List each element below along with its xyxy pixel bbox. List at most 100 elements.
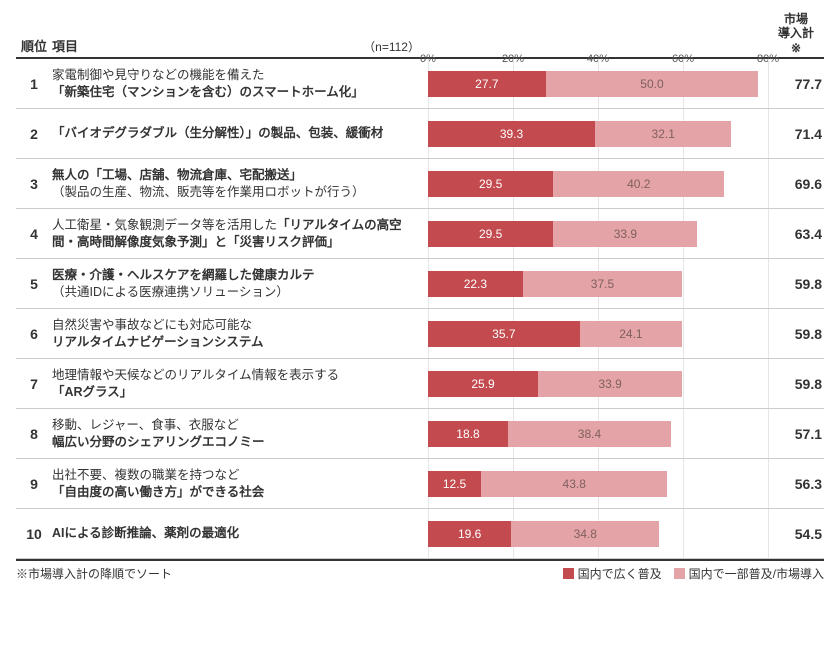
stacked-bar: 29.533.9 (428, 221, 768, 247)
rank-cell: 6 (16, 309, 52, 358)
rank-cell: 4 (16, 209, 52, 258)
legend: 国内で広く普及 国内で一部普及/市場導入 (563, 565, 824, 582)
bar-segment-a: 35.7 (428, 321, 580, 347)
table-body: 1家電制御や見守りなどの機能を備えた「新築住宅（マンションを含む）のスマートホー… (16, 59, 824, 559)
total-cell: 59.8 (768, 309, 824, 358)
grid-line (768, 159, 769, 208)
item-cell: 無人の「工場、店舗、物流倉庫、宅配搬送」（製品の生産、物流、販売等を作業用ロボッ… (52, 159, 428, 208)
item-cell: 移動、レジャー、食事、衣服など幅広い分野のシェアリングエコノミー (52, 409, 428, 458)
bar-segment-b: 34.8 (511, 521, 659, 547)
table-row: 7地理情報や天候などのリアルタイム情報を表示する「ARグラス」25.933.95… (16, 359, 824, 409)
bar-cell: 18.838.4 (428, 409, 768, 458)
table-row: 6自然災害や事故などにも対応可能なリアルタイムナビゲーションシステム35.724… (16, 309, 824, 359)
grid-line (768, 109, 769, 158)
bar-segment-a: 39.3 (428, 121, 595, 147)
legend-swatch-b (674, 568, 685, 579)
grid-line (768, 309, 769, 358)
bar-segment-b: 32.1 (595, 121, 731, 147)
total-cell: 63.4 (768, 209, 824, 258)
bar-cell: 27.750.0 (428, 59, 768, 108)
grid-line (768, 59, 769, 108)
bar-cell: 22.337.5 (428, 259, 768, 308)
rank-cell: 10 (16, 509, 52, 558)
grid-line (768, 359, 769, 408)
total-cell: 57.1 (768, 409, 824, 458)
rank-cell: 2 (16, 109, 52, 158)
stacked-bar: 12.543.8 (428, 471, 768, 497)
legend-label-a: 国内で広く普及 (578, 565, 662, 582)
bar-segment-b: 38.4 (508, 421, 671, 447)
bar-segment-b: 33.9 (538, 371, 682, 397)
total-cell: 56.3 (768, 459, 824, 508)
item-cell: 自然災害や事故などにも対応可能なリアルタイムナビゲーションシステム (52, 309, 428, 358)
rank-cell: 8 (16, 409, 52, 458)
stacked-bar: 19.634.8 (428, 521, 768, 547)
bar-cell: 29.540.2 (428, 159, 768, 208)
stacked-bar: 27.750.0 (428, 71, 768, 97)
table-row: 3無人の「工場、店舗、物流倉庫、宅配搬送」（製品の生産、物流、販売等を作業用ロボ… (16, 159, 824, 209)
total-cell: 71.4 (768, 109, 824, 158)
grid-line (768, 459, 769, 508)
bar-cell: 19.634.8 (428, 509, 768, 558)
bar-segment-a: 22.3 (428, 271, 523, 297)
rank-cell: 3 (16, 159, 52, 208)
bar-segment-a: 25.9 (428, 371, 538, 397)
table-row: 9出社不要、複数の職業を持つなど「自由度の高い働き方」ができる社会12.543.… (16, 459, 824, 509)
bar-cell: 29.533.9 (428, 209, 768, 258)
item-cell: 地理情報や天候などのリアルタイム情報を表示する「ARグラス」 (52, 359, 428, 408)
bar-segment-b: 40.2 (553, 171, 724, 197)
total-cell: 59.8 (768, 359, 824, 408)
item-cell: 人工衛星・気象観測データ等を活用した「リアルタイムの高空間・高時間解像度気象予測… (52, 209, 428, 258)
bar-segment-a: 12.5 (428, 471, 481, 497)
item-cell: 「バイオデグラダブル（生分解性）」の製品、包装、緩衝材 (52, 109, 428, 158)
table-row: 8移動、レジャー、食事、衣服など幅広い分野のシェアリングエコノミー18.838.… (16, 409, 824, 459)
table-header: 順位 項目 （n=112） 0%20%40%60%80% 市場導入計※ (16, 12, 824, 59)
grid-line (768, 259, 769, 308)
table-row: 1家電制御や見守りなどの機能を備えた「新築住宅（マンションを含む）のスマートホー… (16, 59, 824, 109)
total-cell: 59.8 (768, 259, 824, 308)
legend-label-b: 国内で一部普及/市場導入 (689, 565, 824, 582)
total-cell: 77.7 (768, 59, 824, 108)
bar-cell: 25.933.9 (428, 359, 768, 408)
item-cell: 出社不要、複数の職業を持つなど「自由度の高い働き方」ができる社会 (52, 459, 428, 508)
bar-segment-a: 19.6 (428, 521, 511, 547)
table-row: 2「バイオデグラダブル（生分解性）」の製品、包装、緩衝材39.332.171.4 (16, 109, 824, 159)
bar-cell: 35.724.1 (428, 309, 768, 358)
rank-cell: 7 (16, 359, 52, 408)
bar-segment-a: 18.8 (428, 421, 508, 447)
table-row: 4人工衛星・気象観測データ等を活用した「リアルタイムの高空間・高時間解像度気象予… (16, 209, 824, 259)
table-row: 10AIによる診断推論、薬剤の最適化19.634.854.5 (16, 509, 824, 559)
bar-segment-b: 37.5 (523, 271, 682, 297)
item-cell: 家電制御や見守りなどの機能を備えた「新築住宅（マンションを含む）のスマートホーム… (52, 59, 428, 108)
bar-segment-b: 50.0 (546, 71, 759, 97)
bar-segment-a: 29.5 (428, 221, 553, 247)
legend-item-a: 国内で広く普及 (563, 565, 662, 582)
bar-cell: 12.543.8 (428, 459, 768, 508)
bar-segment-a: 27.7 (428, 71, 546, 97)
header-total: 市場導入計※ (768, 12, 824, 55)
stacked-bar: 39.332.1 (428, 121, 768, 147)
bar-cell: 39.332.1 (428, 109, 768, 158)
grid-line (768, 409, 769, 458)
legend-swatch-a (563, 568, 574, 579)
rank-cell: 9 (16, 459, 52, 508)
legend-item-b: 国内で一部普及/市場導入 (674, 565, 824, 582)
stacked-bar: 22.337.5 (428, 271, 768, 297)
bar-segment-a: 29.5 (428, 171, 553, 197)
rank-cell: 1 (16, 59, 52, 108)
header-n: （n=112） (363, 38, 428, 55)
stacked-bar: 18.838.4 (428, 421, 768, 447)
total-cell: 54.5 (768, 509, 824, 558)
footnote: ※市場導入計の降順でソート (16, 565, 172, 582)
grid-line (768, 509, 769, 558)
item-cell: AIによる診断推論、薬剤の最適化 (52, 509, 428, 558)
header-rank: 順位 (16, 36, 52, 55)
stacked-bar: 35.724.1 (428, 321, 768, 347)
bar-segment-b: 24.1 (580, 321, 682, 347)
grid-line (768, 209, 769, 258)
bar-segment-b: 33.9 (553, 221, 697, 247)
total-cell: 69.6 (768, 159, 824, 208)
stacked-bar: 25.933.9 (428, 371, 768, 397)
table-row: 5医療・介護・ヘルスケアを網羅した健康カルテ（共通IDによる医療連携ソリューショ… (16, 259, 824, 309)
rank-cell: 5 (16, 259, 52, 308)
